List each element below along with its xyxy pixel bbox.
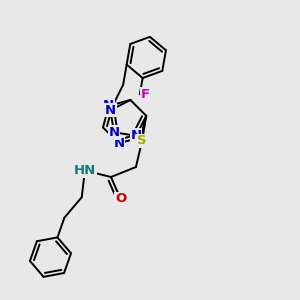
Text: HN: HN [74,164,96,177]
Text: N: N [113,137,124,150]
Text: O: O [115,192,126,206]
Text: N: N [103,99,114,112]
Text: S: S [137,134,147,147]
Text: N: N [105,104,116,117]
Text: N: N [130,129,142,142]
Text: F: F [141,88,150,101]
Text: N: N [108,126,119,139]
